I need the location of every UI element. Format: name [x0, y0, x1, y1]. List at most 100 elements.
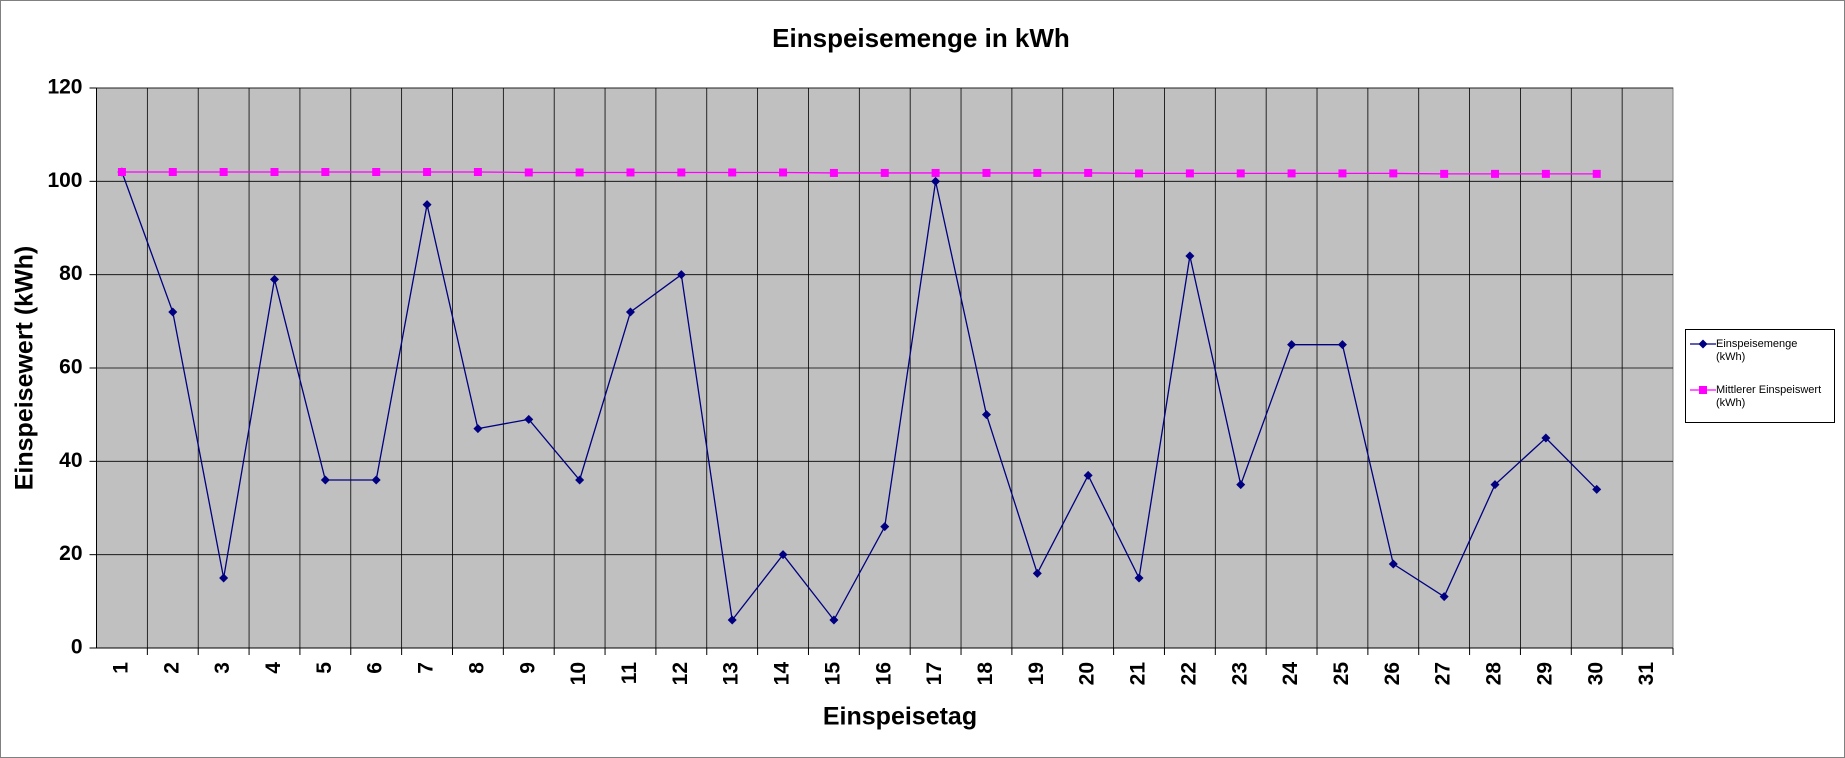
point — [931, 176, 941, 186]
x-tick-label: 15 — [821, 662, 844, 686]
x-tick-label: 20 — [1076, 662, 1099, 685]
legend: Einspeisemenge (kWh) Mittlerer Einspeiswe… — [1685, 329, 1835, 423]
point — [1236, 169, 1245, 178]
point — [168, 307, 178, 317]
x-tick-label: 3 — [211, 662, 234, 674]
point — [778, 550, 788, 560]
legend-marker — [1699, 386, 1707, 394]
y-tick-label: 120 — [47, 76, 82, 99]
x-tick-label: 5 — [313, 662, 336, 674]
point — [270, 168, 279, 176]
point — [1135, 169, 1144, 178]
x-tick-label: 24 — [1279, 662, 1302, 686]
x-tick-label: 12 — [669, 662, 692, 685]
point — [422, 200, 432, 210]
y-tick-label: 20 — [59, 542, 82, 565]
series-line — [121, 171, 1598, 622]
y-tick-label: 80 — [59, 262, 82, 285]
point — [1490, 480, 1500, 490]
point — [1185, 169, 1194, 178]
x-tick-label: 25 — [1330, 662, 1353, 686]
x-tick-label: 30 — [1584, 662, 1607, 685]
point — [473, 168, 482, 176]
x-tick-label: 21 — [1127, 662, 1150, 686]
point — [981, 410, 991, 420]
x-tick-label: 10 — [567, 662, 590, 685]
point — [625, 307, 635, 317]
point — [423, 168, 432, 176]
x-axis-label: Einspeisetag — [823, 703, 977, 731]
y-tick-label: 40 — [59, 449, 82, 472]
x-tick-label: 28 — [1483, 662, 1506, 686]
point — [473, 424, 483, 434]
point — [1185, 251, 1195, 261]
point — [1541, 169, 1550, 178]
point — [1592, 169, 1601, 178]
point — [1033, 168, 1042, 177]
point — [1388, 559, 1398, 569]
legend-marker — [1698, 339, 1708, 349]
x-tick-label: 17 — [923, 662, 946, 685]
point — [1337, 340, 1347, 350]
series-line — [121, 171, 1597, 175]
point — [1541, 433, 1551, 443]
point — [1287, 340, 1297, 350]
legend-swatch — [1690, 386, 1716, 394]
x-tick-label: 9 — [516, 662, 539, 674]
point — [1440, 169, 1449, 178]
point — [1084, 168, 1093, 177]
x-tick-label: 19 — [1025, 662, 1048, 685]
legend-label: Mittlerer Einspeiswert (kWh) — [1716, 384, 1822, 409]
point — [575, 168, 584, 177]
point — [1083, 470, 1093, 480]
x-tick-label: 29 — [1533, 662, 1556, 685]
x-tick-label: 18 — [974, 662, 997, 686]
point — [677, 168, 686, 177]
point — [321, 168, 330, 176]
point — [931, 168, 940, 177]
point — [982, 168, 991, 177]
point — [219, 573, 229, 583]
point — [117, 168, 126, 176]
y-tick-label: 60 — [59, 356, 82, 379]
x-tick-label: 31 — [1635, 662, 1658, 686]
point — [320, 475, 330, 485]
x-tick-label: 27 — [1432, 662, 1455, 685]
point — [575, 475, 585, 485]
y-tick-label: 100 — [47, 169, 82, 192]
point — [727, 615, 737, 625]
x-tick-label: 8 — [465, 662, 488, 674]
point — [372, 168, 381, 176]
point — [676, 270, 686, 280]
point — [524, 168, 533, 177]
point — [219, 168, 228, 176]
x-tick-label: 2 — [160, 662, 183, 674]
point — [269, 274, 279, 284]
point — [1389, 169, 1398, 178]
legend-item: Einspeisemenge (kWh) — [1690, 338, 1828, 364]
point — [371, 475, 381, 485]
point — [1134, 573, 1144, 583]
chart-title: Einspeisemenge in kWh — [772, 23, 1070, 53]
y-axis-label: Einspeisewert (kWh) — [11, 246, 39, 491]
point — [1592, 484, 1602, 494]
x-tick-label: 7 — [415, 662, 438, 674]
x-tick-label: 4 — [262, 662, 285, 674]
point — [1439, 592, 1449, 602]
x-tick-label: 23 — [1228, 662, 1251, 685]
point — [779, 168, 788, 177]
y-tick-label: 0 — [71, 636, 83, 659]
point — [524, 414, 534, 424]
point — [829, 615, 839, 625]
legend-item: Mittlerer Einspeiswert (kWh) — [1690, 384, 1828, 410]
point — [1287, 169, 1296, 178]
x-tick-label: 14 — [771, 662, 794, 686]
point — [626, 168, 635, 177]
x-tick-label: 1 — [109, 662, 132, 674]
x-tick-label: 22 — [1177, 662, 1200, 685]
point — [880, 522, 890, 532]
point — [1338, 169, 1347, 178]
legend-label: Einspeisemenge (kWh) — [1716, 338, 1798, 363]
